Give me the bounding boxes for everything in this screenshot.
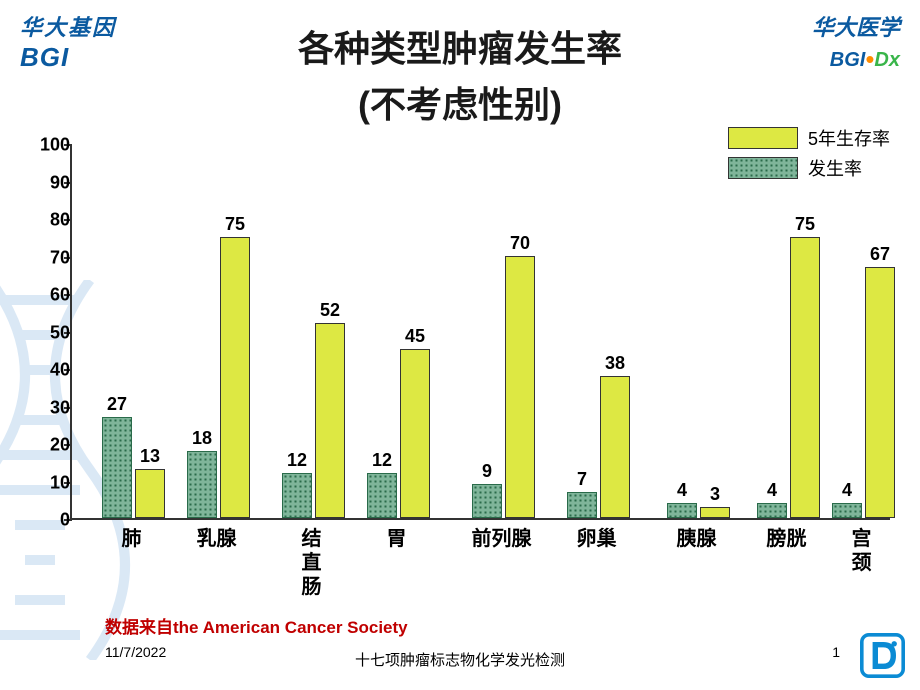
bar: [757, 503, 787, 518]
x-axis-label: 胃: [387, 527, 407, 551]
y-axis-label: 20: [30, 435, 70, 456]
bar-value-label: 4: [752, 480, 792, 501]
bar: [102, 417, 132, 518]
y-axis-label: 0: [30, 510, 70, 531]
title-line1: 各种类型肿瘤发生率: [0, 20, 920, 72]
bar: [600, 376, 630, 519]
x-axis-label: 乳腺: [197, 527, 237, 551]
x-axis-label: 膀胱: [767, 527, 807, 551]
bar-value-label: 3: [695, 484, 735, 505]
x-axis-label: 肺: [122, 527, 142, 551]
y-axis-label: 10: [30, 472, 70, 493]
footer-date: 11/7/2022: [105, 644, 166, 660]
bar-value-label: 45: [395, 326, 435, 347]
bar: [567, 492, 597, 518]
x-axis-label: 卵巢: [577, 527, 617, 551]
bar-chart: 271318751252124597073843475467 010203040…: [30, 145, 900, 545]
bar: [667, 503, 697, 518]
bar: [315, 323, 345, 518]
y-axis-label: 50: [30, 322, 70, 343]
y-axis-label: 80: [30, 210, 70, 231]
bar-value-label: 18: [182, 428, 222, 449]
page-number: 1: [832, 644, 840, 660]
bar: [832, 503, 862, 518]
bar-value-label: 12: [277, 450, 317, 471]
bar: [700, 507, 730, 518]
bar-value-label: 12: [362, 450, 402, 471]
bar: [505, 256, 535, 519]
footer-subtitle: 十七项肿瘤标志物化学发光检测: [330, 649, 590, 670]
bar-value-label: 4: [827, 480, 867, 501]
bar: [400, 349, 430, 518]
title-line2: (不考虑性别): [0, 76, 920, 128]
x-axis-label: 前列腺: [472, 527, 532, 551]
plot-area: 271318751252124597073843475467: [70, 145, 890, 520]
logo-d-icon: [860, 633, 905, 678]
bar-value-label: 75: [785, 214, 825, 235]
bar-value-label: 38: [595, 353, 635, 374]
bar: [865, 267, 895, 518]
bar-value-label: 70: [500, 233, 540, 254]
y-axis-label: 60: [30, 285, 70, 306]
data-source: 数据来自the American Cancer Society: [105, 613, 408, 638]
chart-title: 各种类型肿瘤发生率 (不考虑性别): [0, 20, 920, 128]
bar-value-label: 52: [310, 300, 350, 321]
x-axis-label: 宫颈: [842, 527, 881, 575]
y-axis-label: 90: [30, 172, 70, 193]
bar-value-label: 75: [215, 214, 255, 235]
bar-value-label: 27: [97, 394, 137, 415]
y-axis-label: 30: [30, 397, 70, 418]
x-axis-label: 胰腺: [677, 527, 717, 551]
bar: [220, 237, 250, 518]
x-axis-label: 结 直 肠: [302, 527, 322, 599]
y-axis-label: 70: [30, 247, 70, 268]
bar-value-label: 9: [467, 461, 507, 482]
bar: [367, 473, 397, 518]
y-axis-label: 40: [30, 360, 70, 381]
bar: [282, 473, 312, 518]
bar-value-label: 13: [130, 446, 170, 467]
y-axis-label: 100: [30, 135, 70, 156]
bar-value-label: 67: [860, 244, 900, 265]
bar: [187, 451, 217, 519]
bar: [135, 469, 165, 518]
bar-value-label: 7: [562, 469, 602, 490]
bar: [790, 237, 820, 518]
bar: [472, 484, 502, 518]
